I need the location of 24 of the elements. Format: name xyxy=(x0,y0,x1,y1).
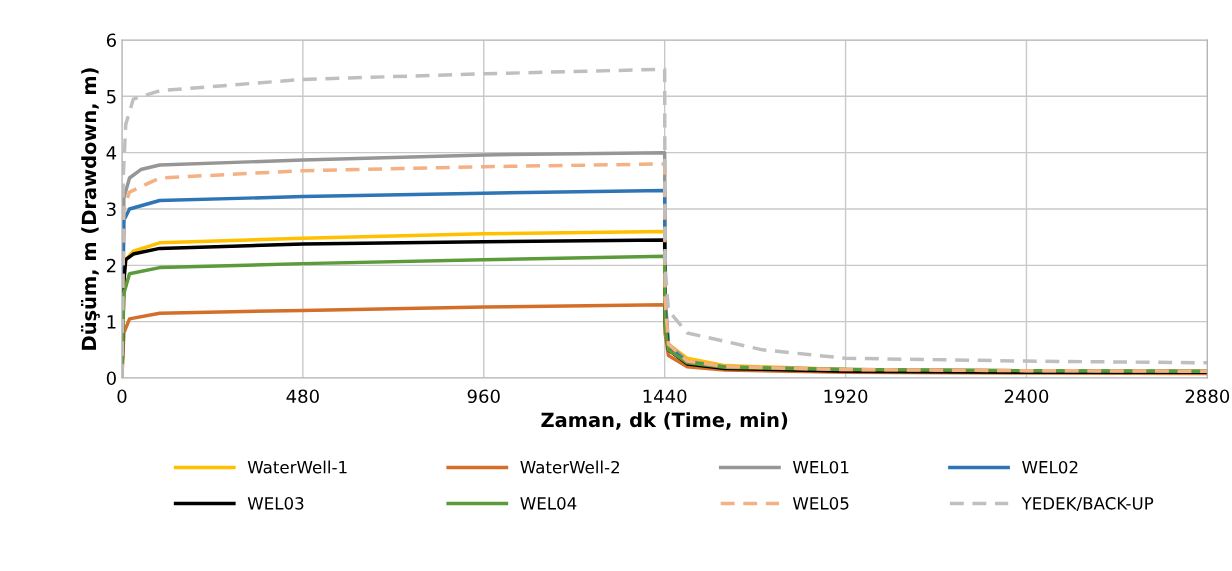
legend-label: WaterWell-1 xyxy=(247,460,347,474)
x-tick-label: 1920 xyxy=(824,389,868,404)
y-tick-label: 1 xyxy=(107,315,116,329)
legend-label: WEL04 xyxy=(520,497,577,510)
legend-label: WEL03 xyxy=(247,497,304,510)
y-tick-label: 2 xyxy=(106,258,116,273)
legend-label: WEL02 xyxy=(1022,460,1078,474)
legend-label: WEL05 xyxy=(792,497,849,510)
x-tick-label: 1440 xyxy=(643,389,687,404)
legend-label: WaterWell-2 xyxy=(520,460,620,474)
x-tick-label: 0 xyxy=(117,389,127,404)
legend-label: WEL01 xyxy=(792,460,849,474)
legend-label: YEDEK/BACK-UP xyxy=(1021,497,1154,511)
x-tick-label: 2400 xyxy=(1004,389,1049,404)
y-tick-label: 3 xyxy=(107,202,116,217)
x-tick-label: 2880 xyxy=(1185,389,1230,404)
y-axis-title: Düşüm, m (Drawdown, m) xyxy=(80,68,100,350)
x-tick-label: 480 xyxy=(286,389,319,404)
y-tick-label: 5 xyxy=(107,90,116,104)
y-tick-label: 6 xyxy=(106,33,116,48)
y-tick-label: 4 xyxy=(106,146,117,160)
x-tick-label: 960 xyxy=(467,389,500,404)
y-tick-label: 0 xyxy=(106,371,116,386)
x-axis-title: Zaman, dk (Time, min) xyxy=(541,412,788,430)
